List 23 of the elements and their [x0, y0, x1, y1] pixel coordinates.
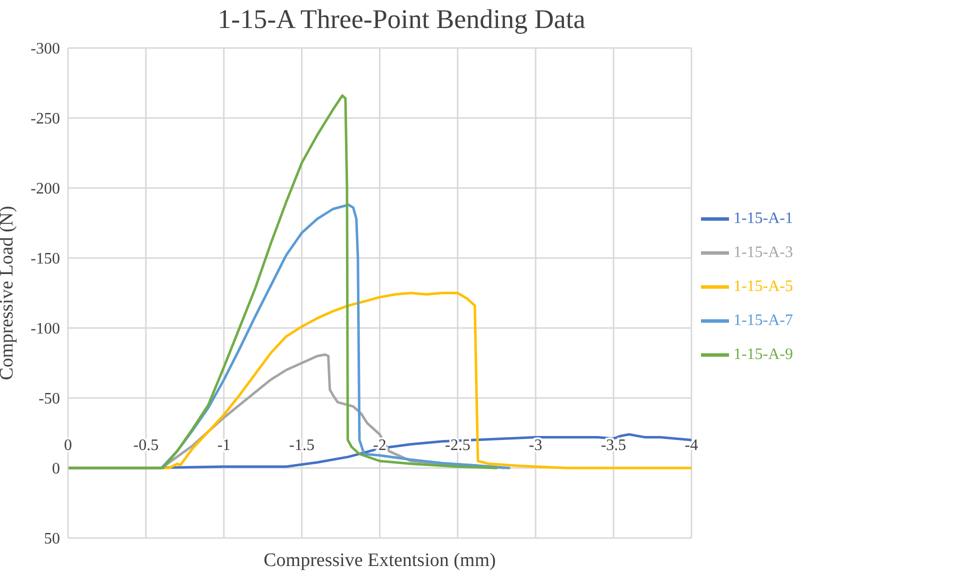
y-tick-label: 50: [44, 530, 60, 548]
x-tick-label: -3: [528, 437, 542, 454]
y-tick-label: -100: [30, 320, 60, 338]
x-tick-label: -4: [684, 437, 698, 454]
x-axis-title: Compressive Extentsion (mm): [264, 550, 496, 571]
x-tick-label: -1.5: [289, 437, 314, 454]
x-tick-label: -0.5: [133, 437, 159, 454]
x-tick-label: 0: [64, 437, 72, 454]
x-tick-label: -2.5: [444, 437, 470, 454]
y-tick-label: -50: [38, 390, 60, 408]
x-tick-label: -1: [217, 437, 231, 454]
legend-label: 1-15-A-1: [733, 210, 793, 227]
y-tick-label: -300: [30, 40, 60, 58]
y-tick-label: -200: [30, 180, 60, 198]
legend-label: 1-15-A-9: [733, 346, 793, 363]
x-tick-label: -3.5: [600, 437, 626, 454]
y-tick-label: 0: [52, 460, 60, 478]
y-tick-label: -250: [30, 110, 60, 128]
legend-label: 1-15-A-3: [733, 244, 793, 261]
chart-title: 1-15-A Three-Point Bending Data: [216, 4, 586, 35]
y-tick-label: -150: [30, 250, 60, 268]
legend-label: 1-15-A-5: [733, 278, 793, 295]
legend-label: 1-15-A-7: [733, 312, 793, 329]
